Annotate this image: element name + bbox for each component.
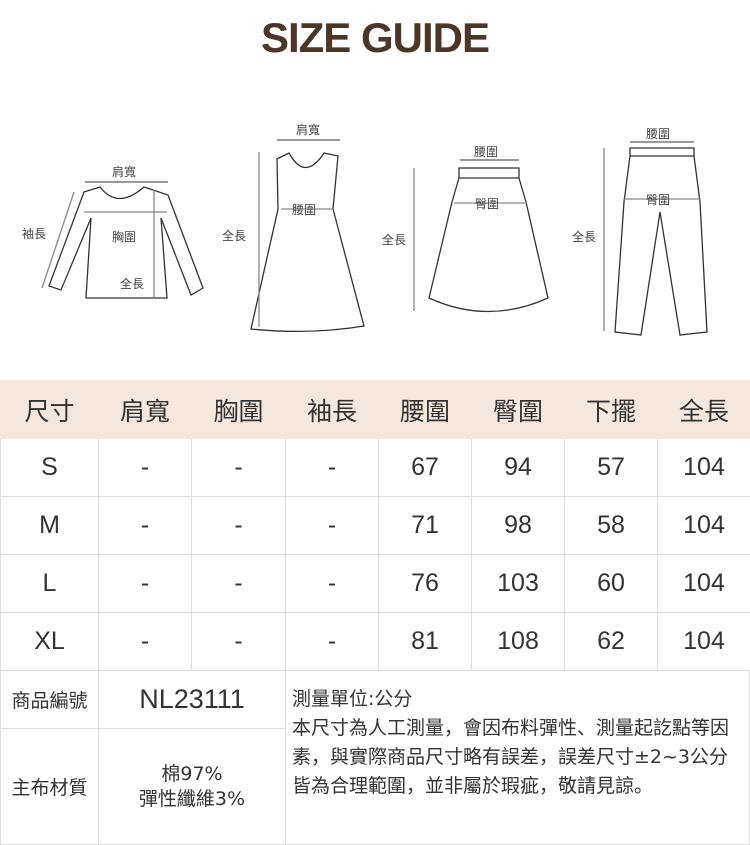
label-pants-hip: 臀圍: [646, 193, 670, 207]
label-chest: 胸圍: [112, 229, 136, 244]
label-sleeve: 袖長: [22, 226, 46, 241]
measurement-cell: 60: [564, 554, 658, 613]
measurement-disclaimer: 本尺寸為人工測量，會因布料彈性、測量起訖點等因素，與實際商品尺寸略有誤差，誤差尺…: [292, 717, 730, 797]
column-header: 袖長: [285, 380, 379, 439]
column-header: 胸圍: [191, 380, 286, 439]
dress-illustration: 肩寬 腰圍 全長: [222, 122, 365, 333]
measurement-cell: -: [285, 496, 379, 555]
measurement-cell: -: [98, 496, 192, 555]
product-info: 商品編號 NL23111 主布材質 棉97% 彈性纖維3% 測量單位:公分 本尺…: [0, 670, 750, 845]
label-length-top: 全長: [120, 276, 144, 291]
pants-illustration: 腰圍 臀圍 全長: [572, 127, 708, 336]
column-header: 腰圍: [378, 380, 472, 439]
measurement-cell: 81: [378, 612, 472, 671]
label-skirt-waist: 腰圍: [474, 145, 498, 159]
column-header: 臀圍: [471, 380, 565, 439]
measurement-cell: 104: [657, 496, 750, 555]
measurement-cell: -: [98, 554, 192, 613]
measurement-cell: 98: [471, 496, 565, 555]
material-line-1: 棉97%: [161, 762, 223, 785]
size-cell: XL: [0, 612, 99, 671]
label-dress-waist: 腰圍: [292, 203, 316, 217]
size-cell: M: [0, 496, 99, 555]
measurement-cell: -: [285, 554, 379, 613]
column-header: 肩寬: [98, 380, 192, 439]
label-shoulder: 肩寬: [112, 164, 136, 179]
measurement-cell: 103: [471, 554, 565, 613]
measurement-cell: 57: [564, 438, 658, 497]
garment-measurement-illustrations: 肩寬 胸圍 袖長 全長 肩寬 腰圍 全長 腰圍 臀圍 全長 腰圍 臀圍 全長: [22, 122, 708, 336]
table-row: XL - - -81 108 62 104: [0, 612, 750, 671]
measurement-cell: -: [191, 496, 286, 555]
label-dress-length: 全長: [222, 228, 246, 243]
measurement-cell: -: [98, 612, 192, 671]
measurement-cell: 104: [657, 554, 750, 613]
measurement-cell: -: [285, 438, 379, 497]
column-header: 下擺: [564, 380, 658, 439]
measurement-cell: 76: [378, 554, 472, 613]
material-label: 主布材質: [0, 728, 99, 845]
label-dress-shoulder: 肩寬: [296, 122, 320, 137]
measurement-cell: -: [98, 438, 192, 497]
measurement-cell: -: [191, 554, 286, 613]
table-row: L - - -76 103 60 104: [0, 554, 750, 613]
column-header: 全長: [657, 380, 750, 439]
table-row: S - - -67 94 57 104: [0, 438, 750, 497]
material-line-2: 彈性纖維3%: [138, 787, 246, 810]
measurement-cell: 104: [657, 438, 750, 497]
size-cell: S: [0, 438, 99, 497]
table-row: M - - -71 98 58 104: [0, 496, 750, 555]
label-pants-length: 全長: [572, 229, 596, 244]
measurement-cell: 67: [378, 438, 472, 497]
page-title: SIZE GUIDE: [260, 14, 490, 61]
column-header: 尺寸: [0, 380, 99, 439]
measurement-cell: -: [191, 612, 286, 671]
measurement-cell: 62: [564, 612, 658, 671]
label-skirt-length: 全長: [382, 232, 406, 247]
measurement-unit: 測量單位:公分: [292, 688, 413, 710]
measurement-cell: -: [191, 438, 286, 497]
product-code-label: 商品編號: [0, 670, 99, 729]
measurement-cell: 71: [378, 496, 472, 555]
measurement-cell: 108: [471, 612, 565, 671]
top-illustration: 肩寬 胸圍 袖長 全長: [22, 164, 204, 299]
material-value: 棉97% 彈性纖維3%: [98, 728, 286, 845]
size-cell: L: [0, 554, 99, 613]
product-code: NL23111: [98, 670, 286, 729]
label-skirt-hip: 臀圍: [475, 197, 499, 211]
table-header-row: 尺寸 肩寬 胸圍 袖長 腰圍 臀圍 下擺 全長: [0, 380, 750, 439]
size-table: 尺寸 肩寬 胸圍 袖長 腰圍 臀圍 下擺 全長 S - - -67 94 57 104 M - - -71 98 58…: [0, 380, 750, 671]
measurement-cell: 58: [564, 496, 658, 555]
measurement-cell: 94: [471, 438, 565, 497]
measurement-notes: 測量單位:公分 本尺寸為人工測量，會因布料彈性、測量起訖點等因素，與實際商品尺寸…: [285, 670, 750, 845]
skirt-illustration: 腰圍 臀圍 全長: [382, 145, 549, 313]
measurement-cell: -: [285, 612, 379, 671]
measurement-cell: 104: [657, 612, 750, 671]
label-pants-waist: 腰圍: [646, 127, 670, 141]
